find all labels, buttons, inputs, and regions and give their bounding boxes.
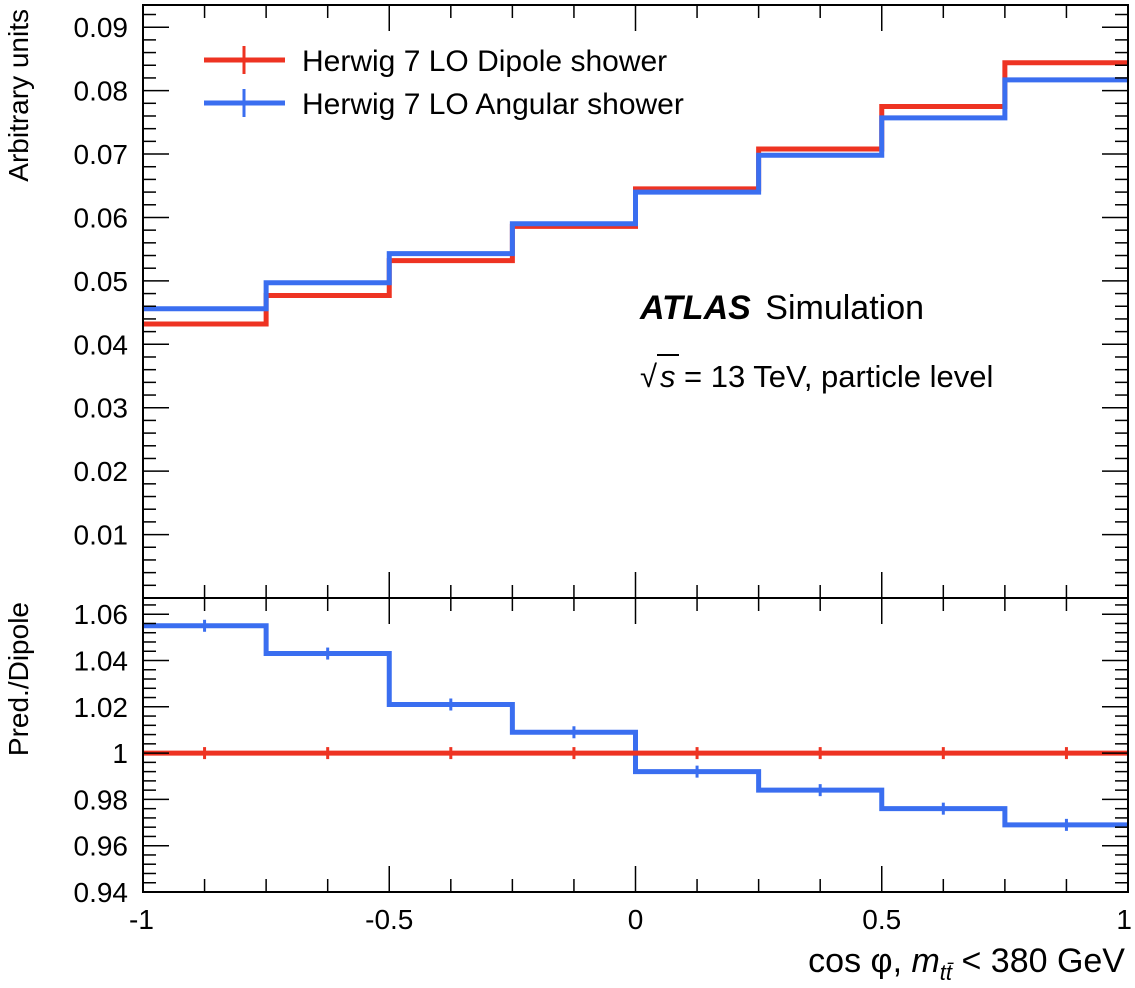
main-y-axis-label: Arbitrary units [3,9,34,182]
angular-ratio-step-line [143,623,1128,828]
y-tick-label: 0.03 [74,393,129,424]
y-tick-label: 0.98 [74,784,129,815]
y-tick-label: 0.08 [74,76,129,107]
y-tick-label: 0.96 [74,831,129,862]
legend-label-dipole: Herwig 7 LO Dipole shower [302,45,667,78]
s-symbol: s [660,359,676,394]
x-tick-label: -0.5 [365,904,413,935]
x-axis-label-prefix: cos φ, [808,942,911,980]
x-axis-label-suffix: < 380 GeV [952,942,1125,980]
x-tick-label: 0 [628,904,644,935]
energy-label: √ s = 13 TeV, particle level [640,354,993,394]
y-tick-label: 0.06 [74,202,129,233]
y-tick-label: 1.06 [74,599,129,630]
x-tick-label: 1 [1116,904,1132,935]
atlas-logo-text: ATLAS [639,289,751,327]
legend: Herwig 7 LO Dipole shower Herwig 7 LO An… [204,45,684,121]
x-tick-labels: -1 -0.5 0 0.5 1 [129,904,1132,935]
y-tick-label: 0.01 [74,520,129,551]
ratio-plot-area [143,619,1128,831]
x-axis-label: cos φ, mtt̄ < 380 GeV [808,942,1125,985]
ratio-panel: 0.94 0.96 0.98 1 1.02 1.04 1.06 -1 -0.5 0 0.5 1 Pr… [3,597,1132,985]
sqrt-symbol: √ [640,359,657,394]
y-tick-label: 0.09 [74,12,129,43]
energy-text: = 13 TeV, particle level [684,359,993,394]
x-tick-label: 0.5 [862,904,901,935]
main-panel: 0.01 0.02 0.03 0.04 0.05 0.06 0.07 0.08 0.09 Arb… [3,4,1129,599]
main-axis-ticks [142,5,1129,598]
x-tick-label: -1 [129,904,154,935]
x-axis-label-sub: tt̄ [940,960,955,985]
svg-text:ATLAS Simulation: ATLAS Simulation [639,289,924,327]
y-tick-label: 0.07 [74,139,129,170]
atlas-label: ATLAS Simulation [639,289,924,327]
y-tick-label: 1.04 [74,646,129,677]
y-tick-label: 1 [112,738,128,769]
y-tick-label: 0.94 [74,877,129,908]
ratio-axis-ticks [142,598,1129,892]
ratio-y-tick-labels: 0.94 0.96 0.98 1 1.02 1.04 1.06 [74,599,129,908]
y-tick-label: 1.02 [74,692,129,723]
y-tick-label: 0.04 [74,329,129,360]
main-y-tick-labels: 0.01 0.02 0.03 0.04 0.05 0.06 0.07 0.08 0.09 [74,12,129,550]
x-axis-label-var: m [911,942,939,980]
legend-entry-dipole: Herwig 7 LO Dipole shower [204,45,667,78]
y-tick-label: 0.02 [74,456,129,487]
simulation-text: Simulation [765,289,924,327]
legend-label-angular: Herwig 7 LO Angular shower [302,88,684,121]
angular-step-line [143,77,1128,312]
legend-entry-angular: Herwig 7 LO Angular shower [204,88,684,121]
ratio-y-axis-label: Pred./Dipole [3,602,34,756]
main-plot-area [143,60,1128,327]
y-tick-label: 0.05 [74,266,129,297]
